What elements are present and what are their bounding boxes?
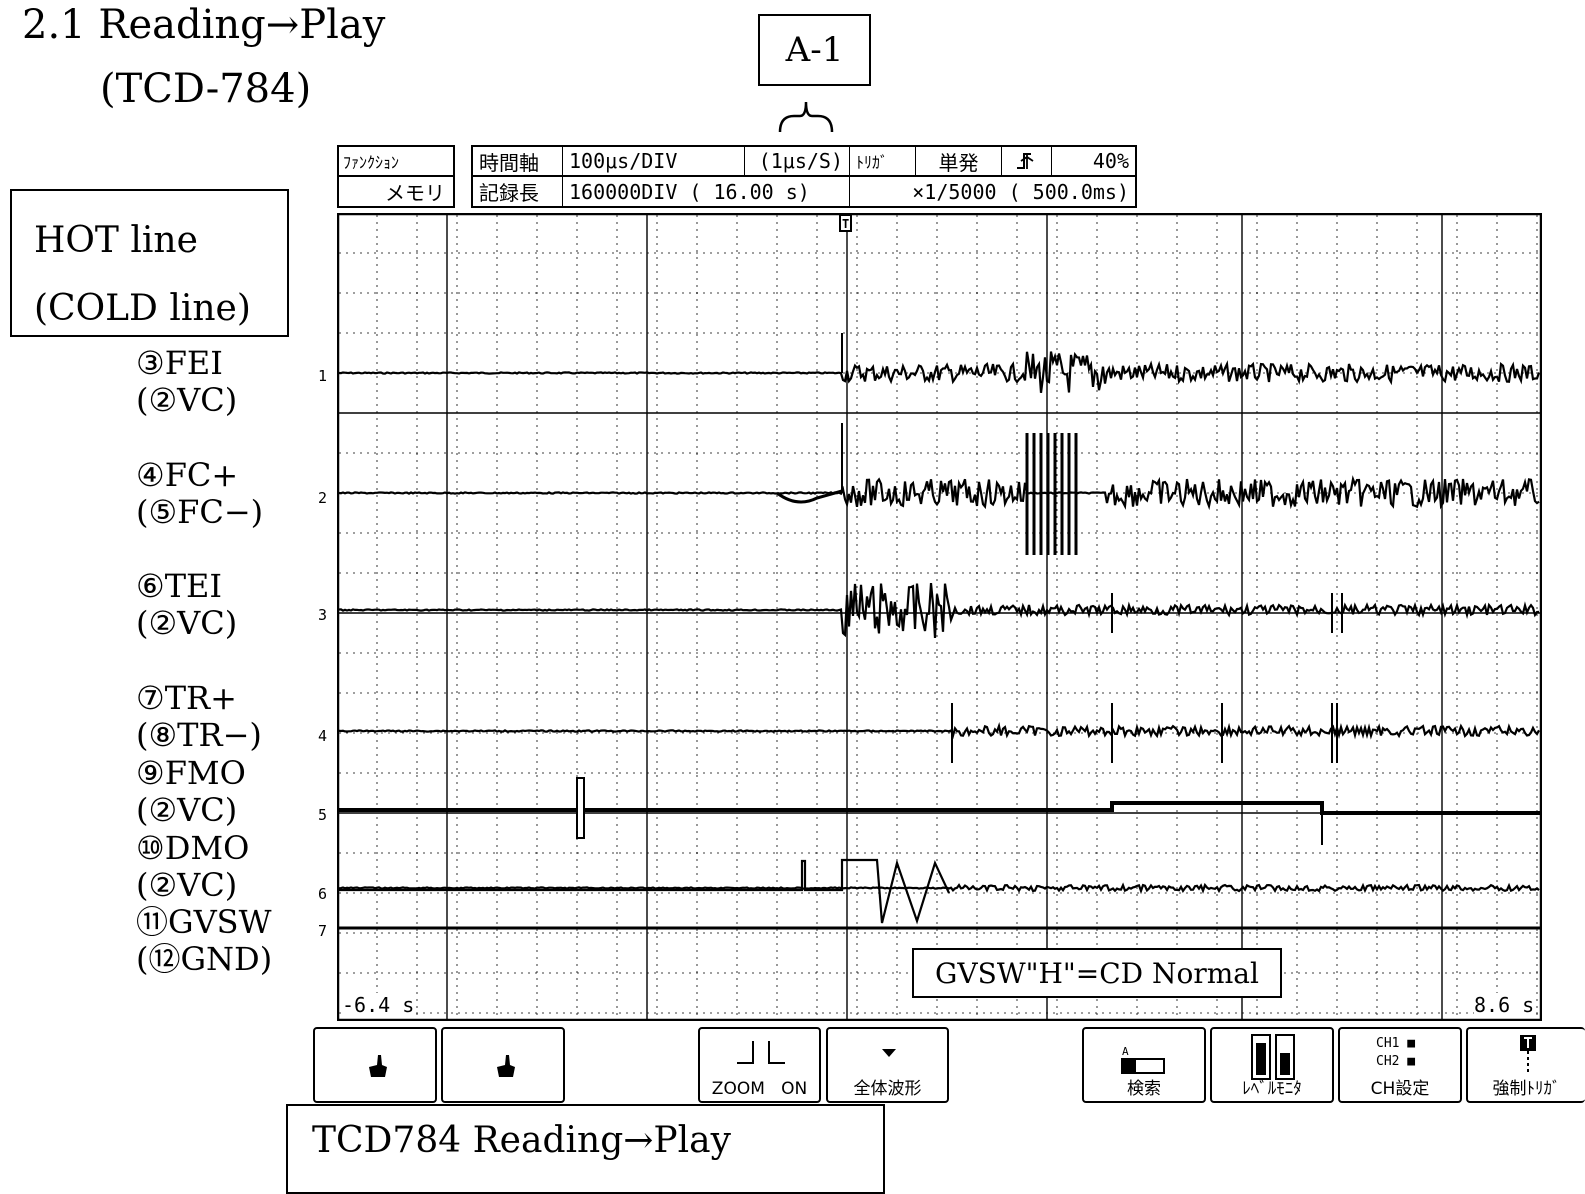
waveform-display[interactable]: T xyxy=(337,213,1542,1021)
trace-ch2 xyxy=(338,475,1540,511)
channel-label-6: ⑩DMO (②VC) xyxy=(136,830,249,904)
svg-text:A: A xyxy=(1122,1045,1129,1058)
channel-number-7: 7 xyxy=(318,922,328,940)
trigger-label: ﾄﾘｶﾞ xyxy=(850,147,916,175)
cursor-button-b[interactable] xyxy=(441,1027,565,1103)
channel-cold-label: (⑫GND) xyxy=(136,940,273,978)
channel-cold-label: (②VC) xyxy=(136,381,238,419)
ch2-indicator: CH2 ■ xyxy=(1376,1054,1416,1069)
trace-ch6-tail xyxy=(337,882,1540,895)
trace-ch1 xyxy=(338,351,1541,393)
ch1-indicator: CH1 ■ xyxy=(1376,1036,1416,1051)
page-subtitle: (TCD-784) xyxy=(100,66,312,112)
timebase-label: 時間軸 xyxy=(473,147,563,175)
zoom-ratio: ×1/5000 ( 500.0ms) xyxy=(912,179,1129,204)
trigger-marker-label: T xyxy=(842,217,849,231)
sample-rate: (1μs/S) xyxy=(745,147,850,175)
force-trigger-button[interactable]: 強制ﾄﾘｶﾞ xyxy=(1466,1027,1585,1103)
search-button[interactable]: A 検索 xyxy=(1082,1027,1206,1103)
triangle-down-icon xyxy=(882,1049,896,1057)
level-monitor-label: ﾚﾍﾞﾙﾓﾆﾀ xyxy=(1242,1079,1302,1099)
record-length[interactable]: 160000DIV ( 16.00 s) xyxy=(563,177,850,206)
channel-number-1: 1 xyxy=(318,367,328,385)
channel-cold-label: (②VC) xyxy=(136,604,238,642)
full-waveform-button[interactable]: 全体波形 xyxy=(826,1027,949,1103)
channel-cold-label: (②VC) xyxy=(136,791,238,829)
channel-hot-label: ④FC+ xyxy=(136,456,239,494)
channel-cold-label: (②VC) xyxy=(136,866,238,904)
record-row: 記録長 160000DIV ( 16.00 s) ×1/5000 ( 500.0… xyxy=(471,175,1137,208)
level-monitor-button[interactable]: ﾚﾍﾞﾙﾓﾆﾀ xyxy=(1210,1027,1334,1103)
cursor-button-a[interactable] xyxy=(313,1027,437,1103)
a1-annotation: A-1 xyxy=(758,14,871,86)
channel-cold-label: (⑧TR−) xyxy=(136,716,262,754)
channel-hot-label: ⑦TR+ xyxy=(136,679,237,717)
trace-ch5 xyxy=(339,801,1540,815)
channel-hot-label: ⑥TEI xyxy=(136,567,223,605)
function-label[interactable]: ﾌｧﾝｸｼｮﾝ xyxy=(337,145,455,177)
channel-number-2: 2 xyxy=(318,489,328,507)
trace-ch2-dip xyxy=(776,489,843,504)
legend-hot-label: HOT line xyxy=(34,220,198,261)
record-label: 記録長 xyxy=(473,177,563,206)
level-meter-icon xyxy=(1251,1034,1295,1080)
channel-number-4: 4 xyxy=(318,727,328,745)
trigger-marker xyxy=(839,214,852,232)
legend-box: HOT line (COLD line) xyxy=(10,189,289,337)
hand-pointer-icon xyxy=(497,1055,515,1077)
scope-frame xyxy=(337,213,1542,1021)
channel-hot-label: ⑩DMO xyxy=(136,829,250,867)
channel-label-5: ⑨FMO (②VC) xyxy=(136,755,246,829)
trigger-position[interactable]: 40% xyxy=(1092,149,1129,173)
end-time: 8.6 s xyxy=(1474,993,1535,1017)
timebase-row: 時間軸 100μs/DIV (1μs/S) ﾄﾘｶﾞ 単発 40% xyxy=(471,145,1137,177)
trace-ch3 xyxy=(337,582,1540,638)
channel-number-3: 3 xyxy=(318,606,328,624)
search-label: 検索 xyxy=(1127,1079,1161,1099)
channel-hot-label: ⑪GVSW xyxy=(136,903,272,941)
zoom-on-button[interactable]: ZOOM ON xyxy=(698,1027,821,1103)
channel-icon: CH1 ■ CH2 ■ xyxy=(1376,1035,1415,1071)
hand-pointer-icon xyxy=(369,1055,387,1077)
gvsw-note: GVSW"H"=CD Normal xyxy=(912,948,1282,998)
search-bar-icon: A xyxy=(1121,1045,1165,1074)
channel-number-6: 6 xyxy=(318,885,328,903)
channel-label-3: ⑥TEI (②VC) xyxy=(136,568,237,642)
a1-brace-icon xyxy=(778,101,834,133)
trace-ch6 xyxy=(339,858,950,925)
edge-trigger-icon[interactable] xyxy=(1002,147,1052,175)
start-time: -6.4 s xyxy=(342,993,415,1017)
channel-label-7: ⑪GVSW (⑫GND) xyxy=(136,904,272,978)
trace-ch5-pulse xyxy=(576,777,585,839)
trace-ch4 xyxy=(337,721,1540,740)
footer-caption: TCD784 Reading→Play xyxy=(286,1104,885,1194)
channel-hot-label: ③FEI xyxy=(136,344,223,382)
channel-label-4: ⑦TR+ (⑧TR−) xyxy=(136,680,262,754)
trigger-icon xyxy=(1520,1035,1536,1073)
timebase-value[interactable]: 100μs/DIV xyxy=(563,147,745,175)
zoom-bracket-icon xyxy=(737,1041,785,1064)
channel-settings-button[interactable]: CH1 ■ CH2 ■ CH設定 xyxy=(1338,1027,1462,1103)
channel-number-5: 5 xyxy=(318,806,328,824)
page-title: 2.1 Reading→Play xyxy=(22,2,386,48)
full-waveform-label: 全体波形 xyxy=(853,1079,922,1099)
channel-cold-label: (⑤FC−) xyxy=(136,493,264,531)
channel-hot-label: ⑨FMO xyxy=(136,754,246,792)
channel-label-2: ④FC+ (⑤FC−) xyxy=(136,457,263,531)
legend-cold-label: (COLD line) xyxy=(34,288,251,329)
zoom-on-label: ZOOM ON xyxy=(711,1079,808,1099)
trigger-mode[interactable]: 単発 xyxy=(916,147,1002,175)
function-value[interactable]: メモリ xyxy=(337,175,455,208)
force-trigger-label: 強制ﾄﾘｶﾞ xyxy=(1492,1079,1561,1099)
channel-label-1: ③FEI (②VC) xyxy=(136,345,237,419)
channel-settings-label: CH設定 xyxy=(1370,1079,1430,1099)
